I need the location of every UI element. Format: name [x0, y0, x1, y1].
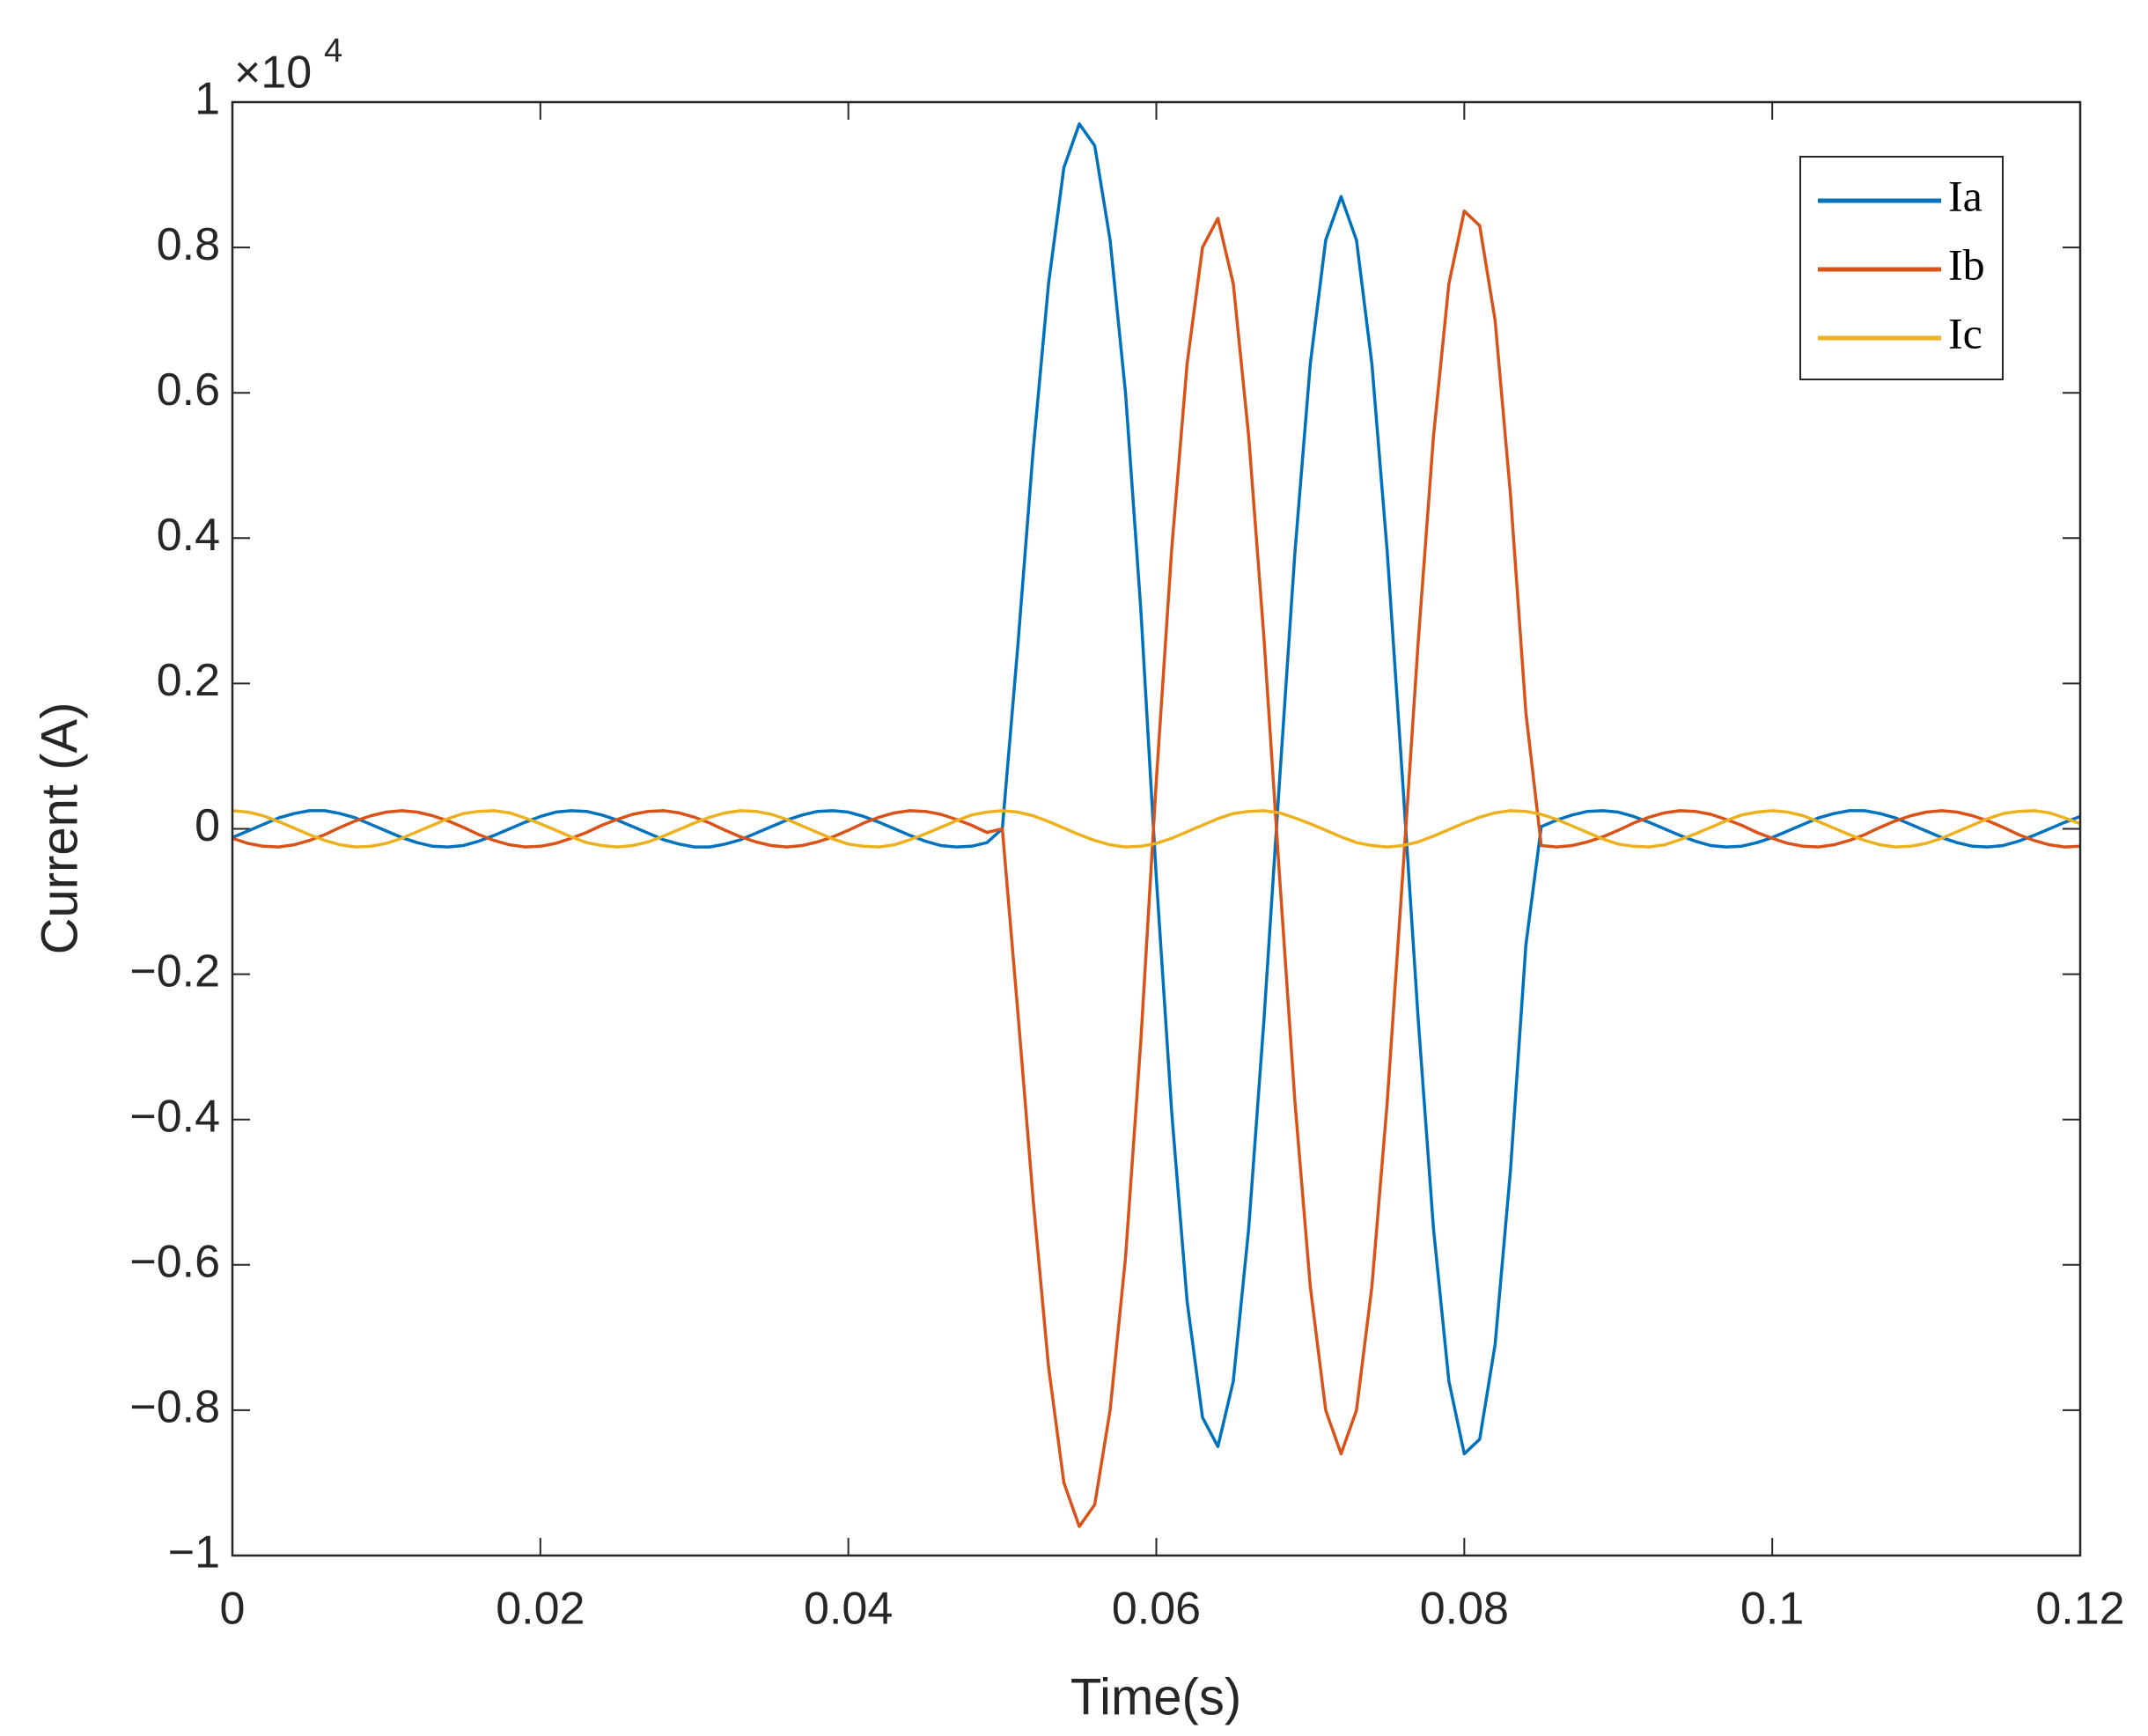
y-tick-label: 0.6	[157, 364, 220, 416]
x-tick-label: 0.02	[496, 1584, 585, 1635]
y-tick-label: 0.4	[157, 510, 220, 561]
data-line	[232, 809, 2081, 849]
y-axis-label: Current (A)	[31, 702, 88, 955]
y-multiplier: ×10	[234, 48, 312, 99]
y-tick-label: 1	[195, 74, 220, 125]
legend: Ia Ib Ic	[1799, 156, 2004, 380]
y-tick-label: 0.8	[157, 219, 220, 270]
y-tick-label: −0.8	[129, 1382, 220, 1433]
y-tick-label: 0	[195, 800, 220, 851]
y-multiplier-exponent: 4	[324, 33, 342, 70]
x-tick-label: 0.1	[1740, 1584, 1804, 1635]
x-tick-label: 0.12	[2035, 1584, 2124, 1635]
y-tick-label: −0.2	[129, 945, 220, 997]
legend-label: Ia	[1948, 171, 1982, 220]
y-tick-label: 0.2	[157, 655, 220, 706]
x-tick-label: 0.04	[804, 1584, 893, 1635]
legend-label: Ib	[1948, 239, 1985, 289]
x-tick-label: 0	[220, 1584, 246, 1635]
data-line	[232, 210, 2081, 1528]
x-axis-label: Time(s)	[1070, 1668, 1241, 1725]
x-tick-label: 0.06	[1112, 1584, 1201, 1635]
plot-frame	[231, 100, 2082, 1557]
y-tick-label: −0.4	[129, 1091, 220, 1142]
legend-label: Ic	[1948, 308, 1982, 357]
y-tick-label: −0.6	[129, 1237, 220, 1288]
x-tick-label: 0.08	[1420, 1584, 1509, 1635]
y-tick-label: −1	[168, 1527, 220, 1578]
